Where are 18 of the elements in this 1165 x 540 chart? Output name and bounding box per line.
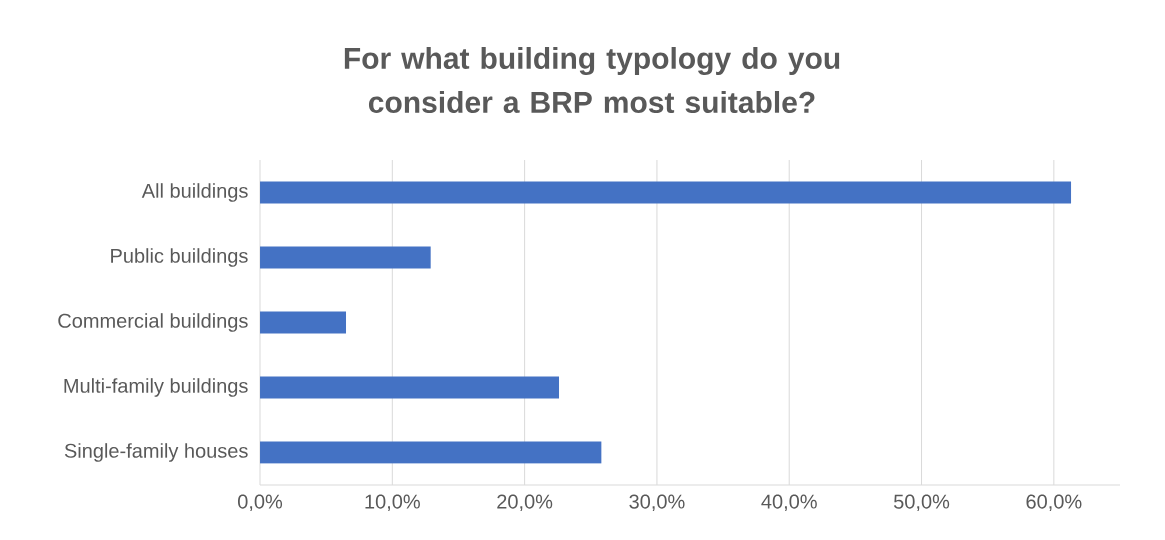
bar <box>260 311 347 334</box>
x-tick-label: 20,0% <box>497 494 553 512</box>
y-tick-label: Multi-family buildings <box>64 378 248 397</box>
x-tick-label: 30,0% <box>629 494 685 512</box>
y-tick-label: Single-family houses <box>64 443 248 462</box>
x-tick-label: 50,0% <box>893 494 950 512</box>
bar <box>260 376 560 399</box>
bar <box>260 181 1072 204</box>
y-tick-label: All buildings <box>141 183 248 202</box>
x-tick-label: 0,0% <box>238 494 283 512</box>
bar <box>260 441 602 464</box>
x-tick-label: 40,0% <box>761 494 817 512</box>
x-tick-label: 60,0% <box>1026 494 1082 512</box>
bar <box>260 246 431 269</box>
x-tick-label: 10,0% <box>365 494 420 512</box>
chart-title: For what building typology do you consider a BRP most suitable? <box>344 46 840 114</box>
y-tick-label: Commercial buildings <box>58 313 248 332</box>
y-tick-label: Public buildings <box>111 248 248 267</box>
